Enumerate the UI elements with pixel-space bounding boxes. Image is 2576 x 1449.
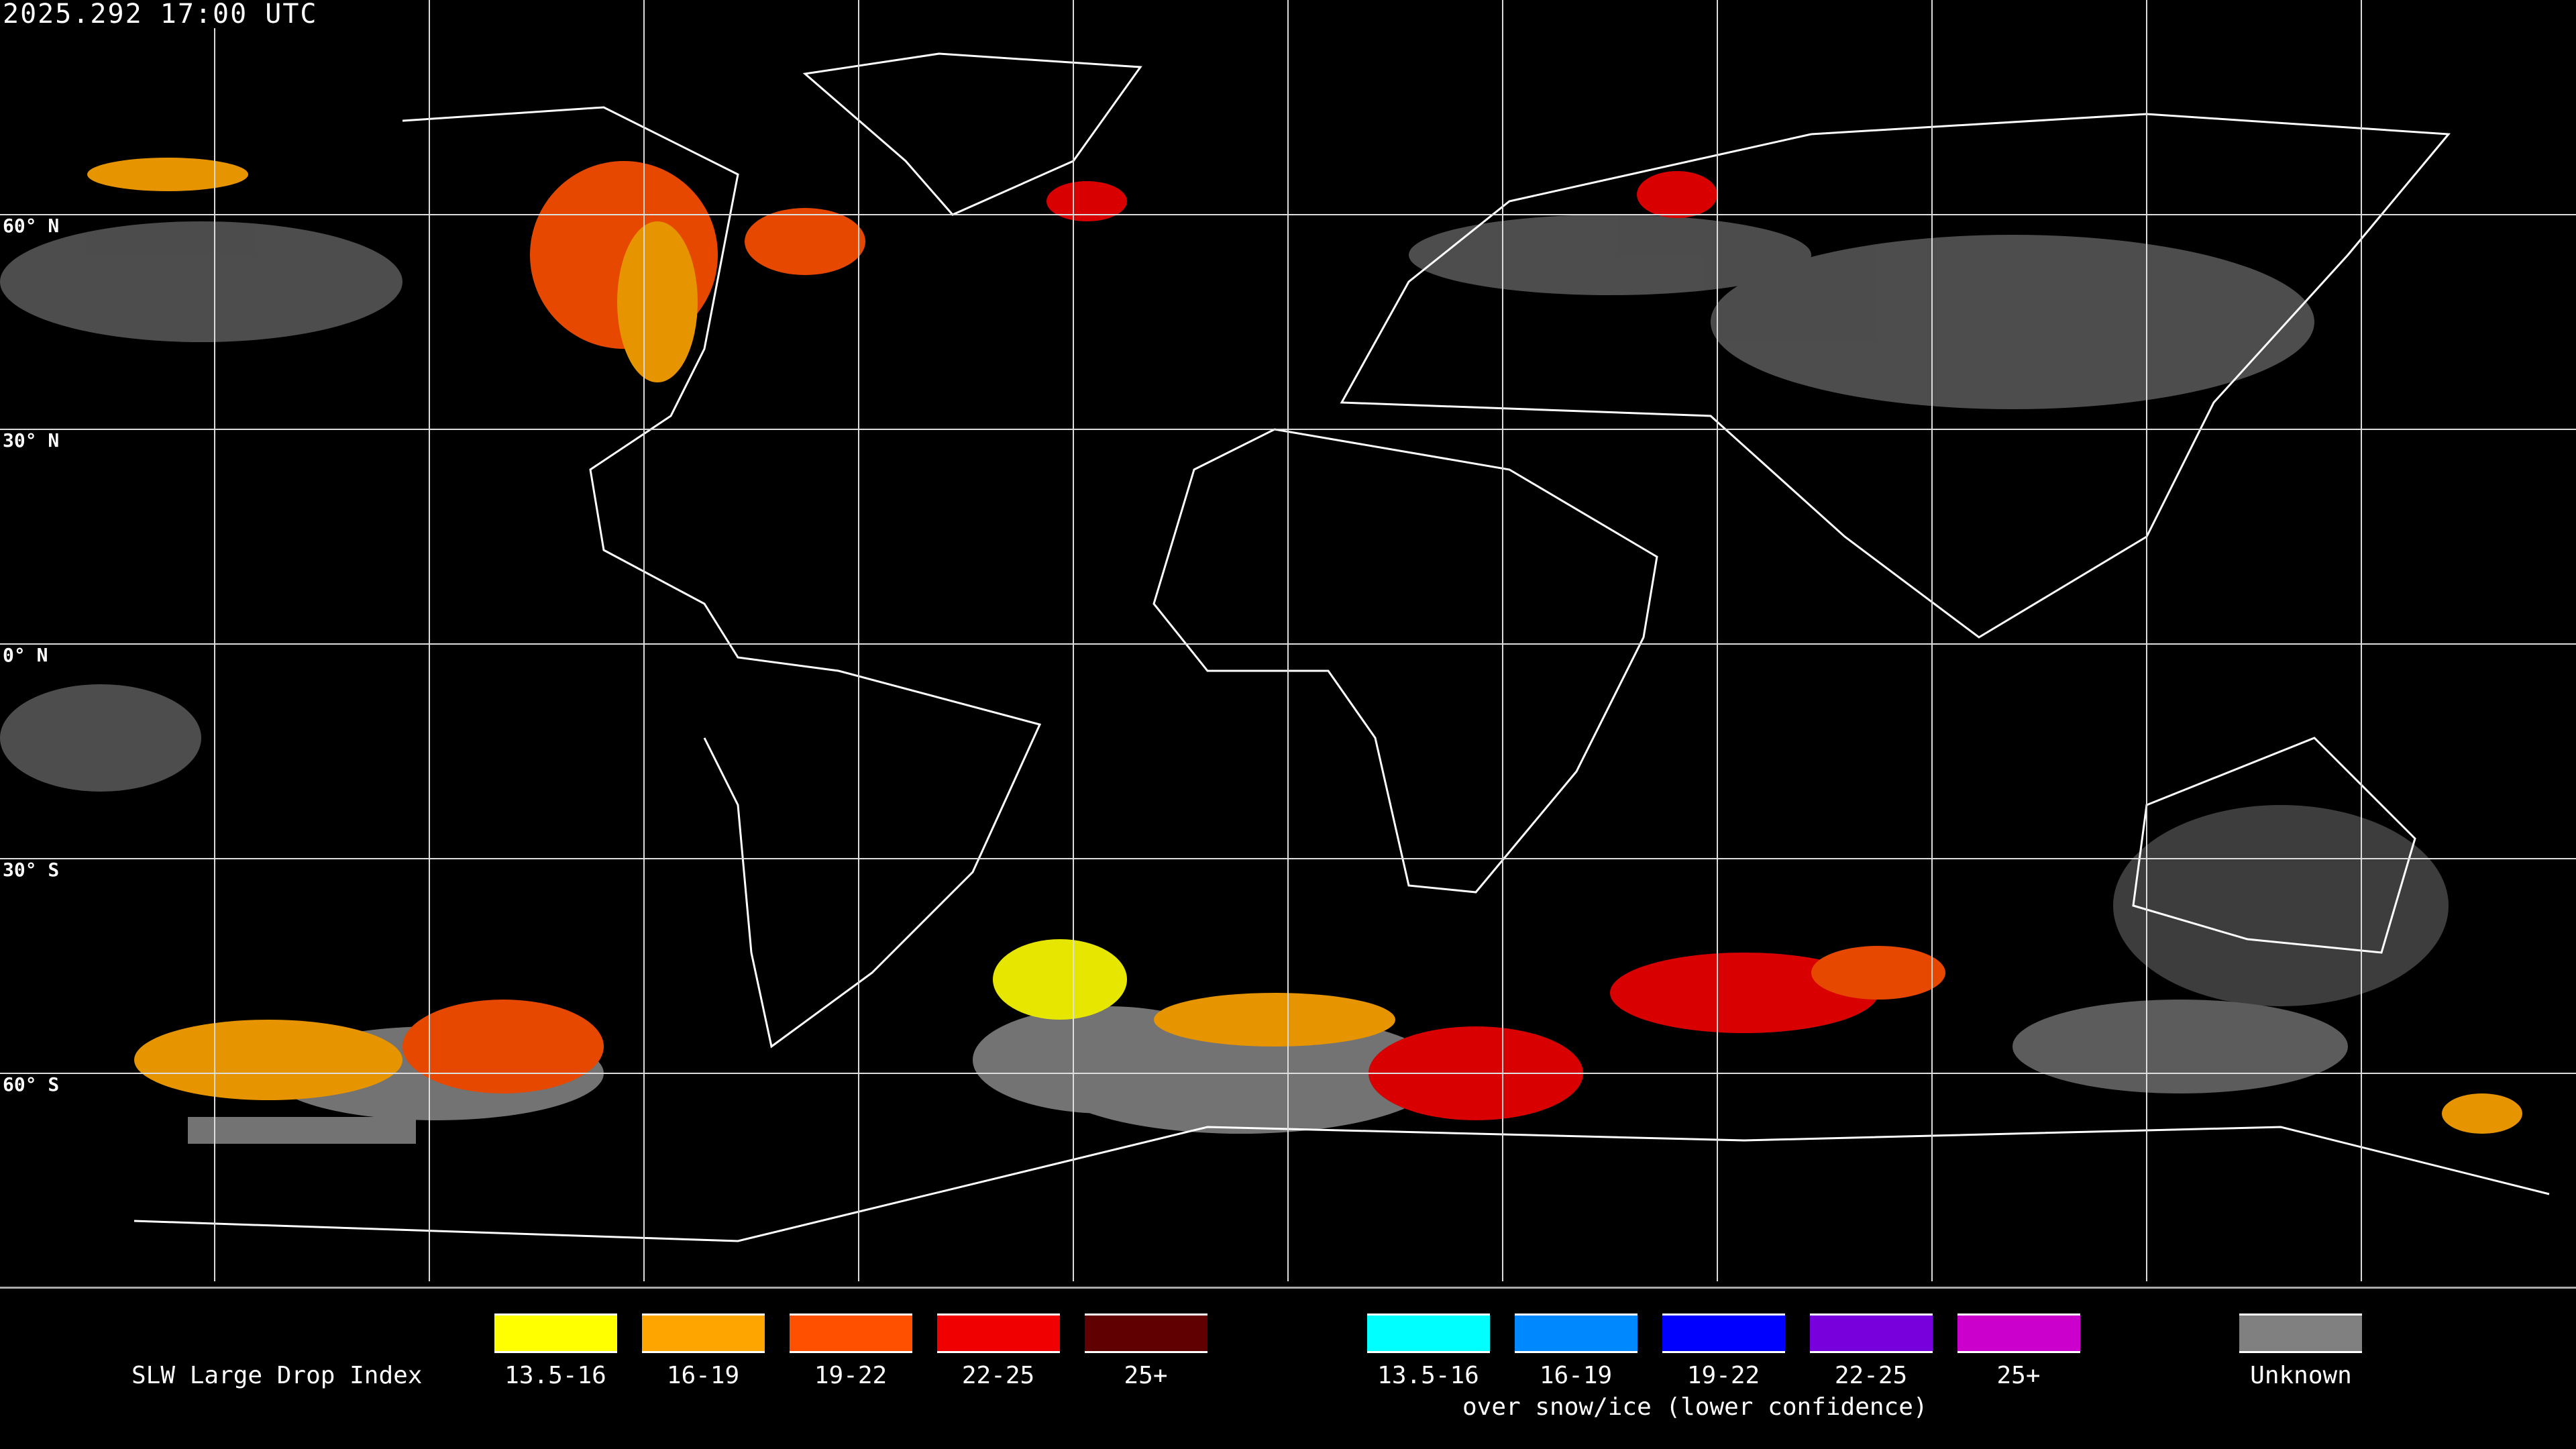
legend-label-unknown: Unknown: [2250, 1362, 2352, 1389]
graticule: [0, 0, 2576, 1281]
legend-label-standard-3: 22-25: [961, 1362, 1035, 1389]
legend-swatch-snow-ice-1: [1515, 1313, 1638, 1353]
legend-swatch-snow-ice-2: [1662, 1313, 1785, 1353]
legend-label-snow-ice-1: 16-19: [1539, 1362, 1613, 1389]
legend-label-snow-ice-0: 13.5-16: [1377, 1362, 1479, 1389]
lat-label-30s: 30° S: [3, 859, 60, 881]
lat-label-0n: 0° N: [3, 644, 48, 666]
legend-swatch-standard-4: [1085, 1313, 1208, 1353]
legend-swatch-unknown: [2239, 1313, 2362, 1353]
legend-swatch-standard-3: [937, 1313, 1060, 1353]
snow-ice-caption: over snow/ice (lower confidence): [1462, 1393, 1928, 1421]
legend-label-snow-ice-2: 19-22: [1686, 1362, 1760, 1389]
legend-swatch-standard-2: [790, 1313, 912, 1353]
lat-label-30n: 30° N: [3, 429, 60, 451]
legend-label-standard-4: 25+: [1124, 1362, 1168, 1389]
legend-label-standard-1: 16-19: [666, 1362, 740, 1389]
lat-label-60s: 60° S: [3, 1073, 60, 1095]
legend-swatch-snow-ice-4: [1957, 1313, 2080, 1353]
legend-divider: [0, 1287, 2576, 1289]
legend-label-snow-ice-3: 22-25: [1834, 1362, 1908, 1389]
legend-label-standard-2: 19-22: [814, 1362, 888, 1389]
legend-swatch-standard-0: [494, 1313, 617, 1353]
satellite-map: [0, 0, 2576, 1281]
legend-swatch-snow-ice-3: [1810, 1313, 1933, 1353]
legend-label-standard-0: 13.5-16: [504, 1362, 606, 1389]
coastlines: [133, 52, 2550, 1242]
lat-label-60n: 60° N: [3, 215, 60, 237]
legend-title: SLW Large Drop Index: [131, 1362, 423, 1389]
legend-swatch-standard-1: [642, 1313, 765, 1353]
legend-swatch-snow-ice-0: [1367, 1313, 1490, 1353]
timestamp: 2025.292 17:00 UTC: [3, 0, 318, 30]
legend-label-snow-ice-4: 25+: [1996, 1362, 2041, 1389]
cloud-fields: [0, 158, 2522, 1144]
